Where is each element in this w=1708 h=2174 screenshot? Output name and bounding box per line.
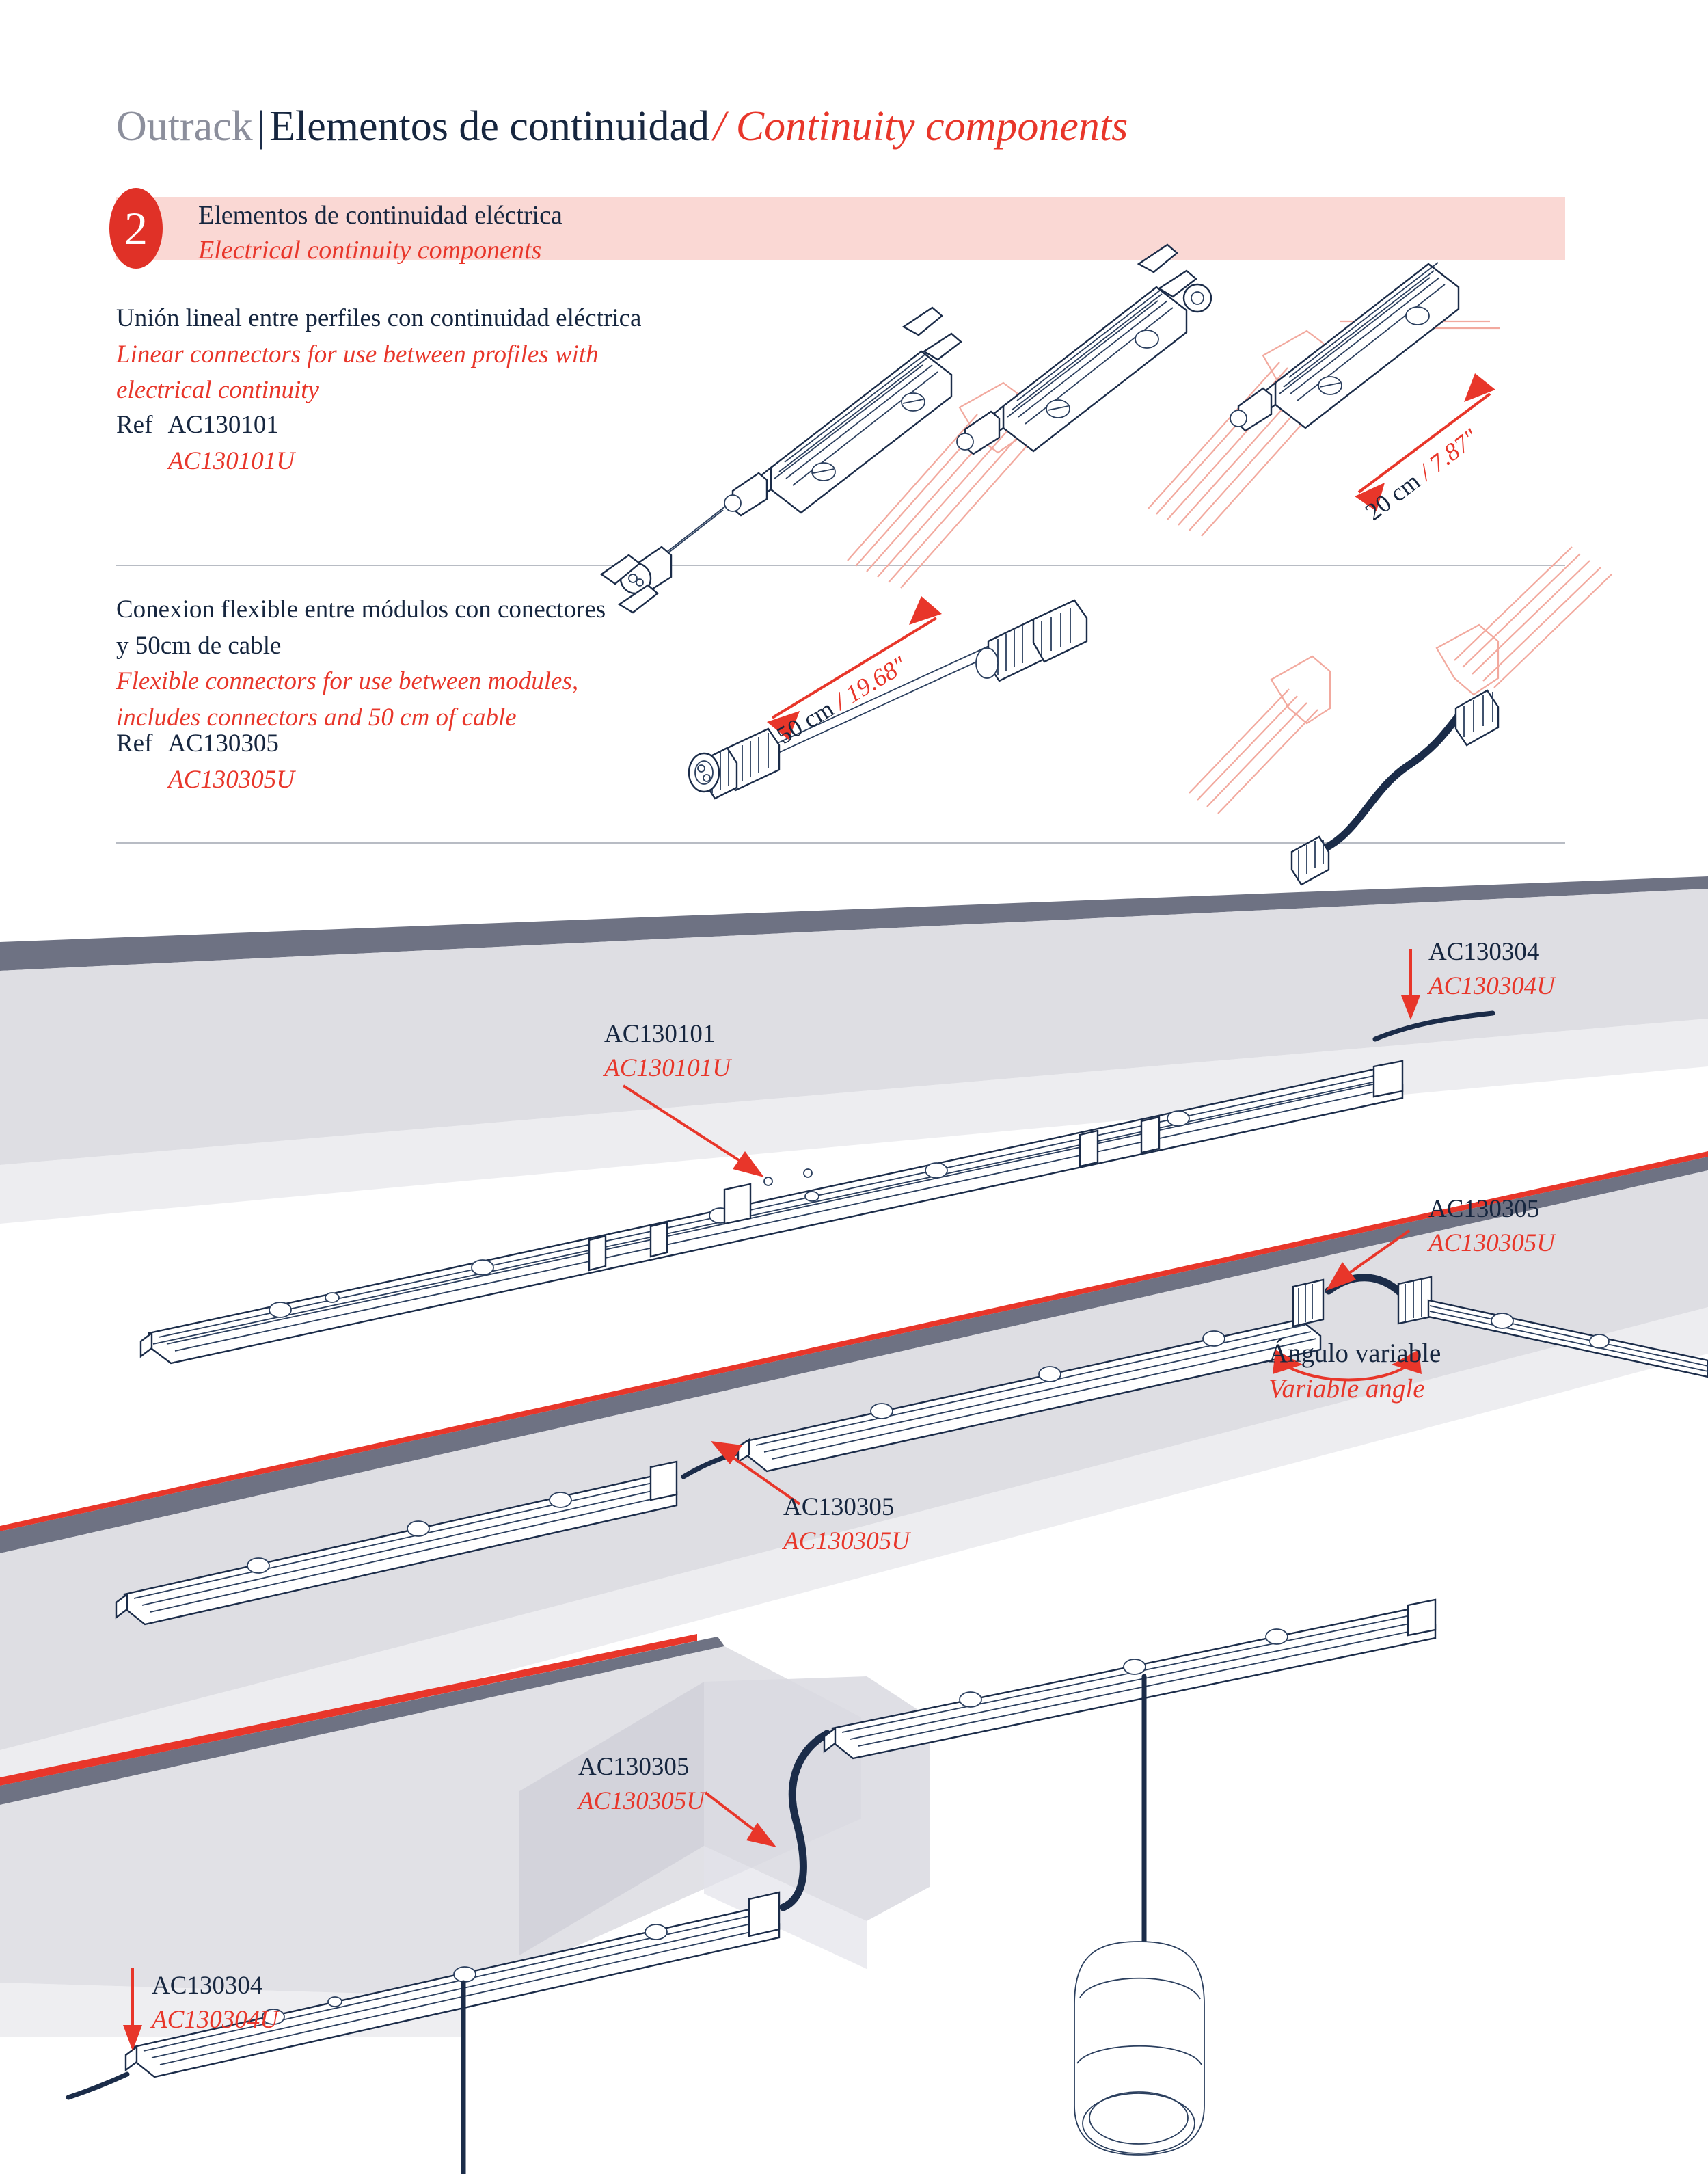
product-2-desc-es-0: Conexion flexible entre módulos con cone… <box>116 595 606 623</box>
callout-variable-angle-en: Variable angle <box>1269 1374 1425 1404</box>
callout-ac130304-bottom-es: AC130304 <box>152 1972 263 2000</box>
product-1-desc-en-0: Linear connectors for use between profil… <box>116 340 599 368</box>
callout-ac130305-corner: AC130305 AC130305U <box>1428 1192 1555 1260</box>
ceiling-beam-upper <box>0 876 1708 1224</box>
linear-connector-left <box>599 306 962 614</box>
product-1-desc-en-1: electrical continuity <box>116 376 319 405</box>
flexible-cable-installed <box>1290 689 1500 886</box>
dimension-arrow-1 <box>1355 373 1495 511</box>
product-2-ref: Ref AC130305 AC130305U <box>116 726 295 798</box>
product-1-ref-code: AC130101 <box>167 411 279 439</box>
callout-ac130305-middle: AC130305 AC130305U <box>783 1490 910 1558</box>
callout-ac130305-lower-en: AC130305U <box>578 1786 705 1815</box>
callout-ac130305-middle-es: AC130305 <box>783 1493 895 1521</box>
product-1-desc-es-0: Unión lineal entre perfiles con continui… <box>116 304 642 332</box>
callout-variable-angle: Ángulo variable Variable angle <box>1269 1336 1441 1408</box>
callout-ac130304-bottom-en: AC130304U <box>152 2005 278 2034</box>
linear-connector-middle <box>956 243 1212 455</box>
section-banner-text: Elementos de continuidad eléctrica Elect… <box>198 198 562 268</box>
callout-ac130101: AC130101 AC130101U <box>604 1017 731 1085</box>
product-1-divider <box>116 565 1565 566</box>
product-2-ref-label: Ref <box>116 729 153 757</box>
brand-name: Outrack <box>116 103 253 150</box>
product-1-description: Unión lineal entre perfiles con continui… <box>116 301 641 409</box>
callout-ac130101-en: AC130101U <box>604 1054 731 1082</box>
title-separator: | <box>256 103 266 150</box>
product-2-divider <box>116 842 1565 844</box>
callout-ac130305-middle-en: AC130305U <box>783 1527 910 1555</box>
ghost-profiles-2 <box>1189 546 1612 814</box>
section-number-badge: 2 <box>109 188 163 269</box>
product-1-ref-code-u: AC130101U <box>168 446 295 475</box>
dimension-arrow-2 <box>767 596 942 740</box>
product-1-ref: Ref AC130101 AC130101U <box>116 407 295 479</box>
callout-ac130305-corner-es: AC130305 <box>1428 1195 1540 1223</box>
linear-connector-right <box>1230 262 1460 432</box>
track-assembly-lower <box>66 1598 1437 2100</box>
page-title-en: / Continuity components <box>714 103 1128 150</box>
track-assembly-upper <box>139 1010 1495 1365</box>
flexible-connector-assembly <box>688 599 1088 800</box>
page-title: Outrack|Elementos de continuidad/ Contin… <box>116 103 1128 151</box>
callout-ac130304-top-es: AC130304 <box>1428 938 1540 966</box>
section-banner <box>116 197 1565 260</box>
callout-ac130304-top-en: AC130304U <box>1428 971 1555 1000</box>
product-2-ref-code-u: AC130305U <box>168 765 295 794</box>
track-assembly-middle <box>115 1274 1708 1626</box>
callout-ac130304-top: AC130304 AC130304U <box>1428 935 1555 1003</box>
product-2-description: Conexion flexible entre módulos con cone… <box>116 592 606 736</box>
product-2-desc-en-0: Flexible connectors for use between modu… <box>116 667 579 696</box>
pendant-luminaire-right <box>1074 1674 1205 2156</box>
product-1-ref-label: Ref <box>116 411 153 439</box>
callout-ac130305-corner-en: AC130305U <box>1428 1229 1555 1257</box>
page-title-es: Elementos de continuidad <box>269 103 710 150</box>
product-2-ref-code: AC130305 <box>167 729 279 757</box>
callout-ac130304-bottom: AC130304 AC130304U <box>152 1969 278 2037</box>
ceiling-beam-middle <box>0 1151 1708 1805</box>
product-2-desc-es-1: y 50cm de cable <box>116 631 282 660</box>
callout-ac130101-es: AC130101 <box>604 1020 716 1048</box>
section-title-en: Electrical continuity components <box>198 235 542 265</box>
product-2-desc-en-1: includes connectors and 50 cm of cable <box>116 703 517 732</box>
callout-ac130305-lower: AC130305 AC130305U <box>578 1750 705 1818</box>
callout-ac130305-lower-es: AC130305 <box>578 1753 690 1781</box>
callout-variable-angle-es: Ángulo variable <box>1269 1339 1441 1368</box>
section-title-es: Elementos de continuidad eléctrica <box>198 201 562 230</box>
